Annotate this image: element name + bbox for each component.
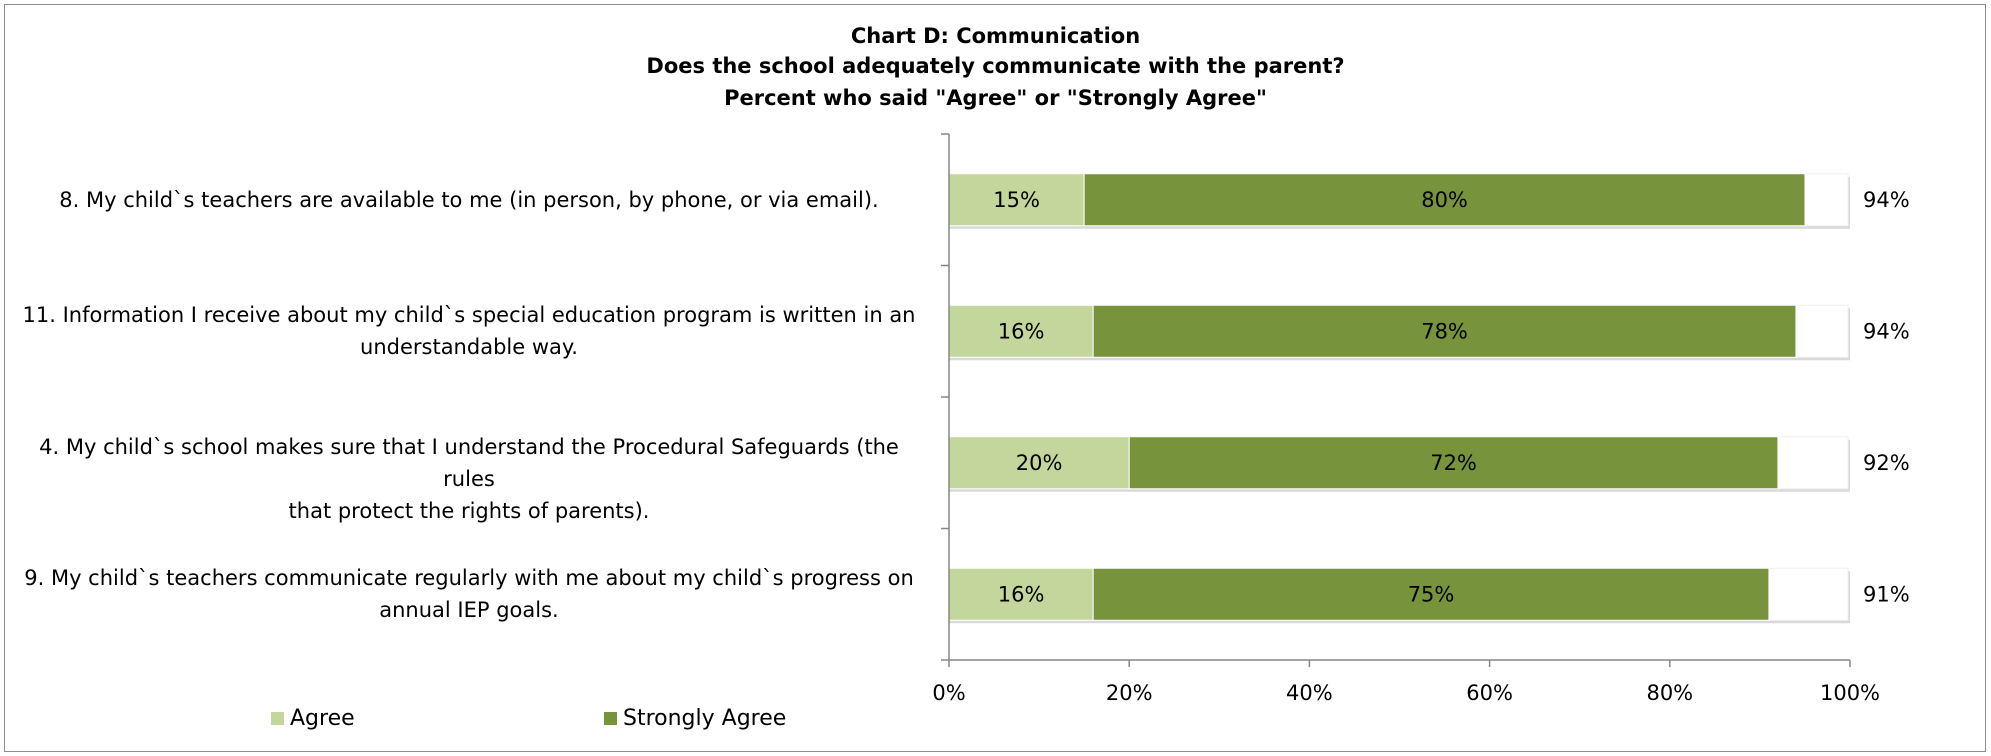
data-label: 80% bbox=[1421, 188, 1468, 212]
category-label-line: that protect the rights of parents). bbox=[288, 498, 650, 523]
legend-label: Strongly Agree bbox=[623, 706, 787, 731]
category-label-line: understandable way. bbox=[360, 335, 578, 360]
total-label: 91% bbox=[1863, 582, 1910, 606]
total-label: 94% bbox=[1863, 188, 1910, 212]
chart-title-line-3: Percent who said "Agree" or "Strongly Ag… bbox=[724, 86, 1267, 110]
total-label: 92% bbox=[1863, 451, 1910, 475]
category-label-line: annual IEP goals. bbox=[379, 598, 559, 623]
category-label-line: 11. Information I receive about my child… bbox=[22, 303, 916, 328]
bar-strongly-agree bbox=[1128, 436, 1779, 490]
legend-item: Strongly Agree bbox=[604, 706, 786, 731]
bar-agree bbox=[948, 436, 1130, 490]
category-label: 8. My child`s teachers are available to … bbox=[19, 184, 919, 216]
bar-strongly-agree bbox=[1092, 304, 1797, 358]
x-tick-label: 40% bbox=[1286, 681, 1333, 705]
category-label: 9. My child`s teachers communicate regul… bbox=[19, 562, 919, 626]
bar-agree bbox=[948, 173, 1085, 227]
chart-frame bbox=[4, 4, 1986, 752]
total-label: 94% bbox=[1863, 319, 1910, 343]
data-label: 15% bbox=[993, 188, 1040, 212]
category-label-line: 9. My child`s teachers communicate regul… bbox=[24, 566, 914, 591]
legend-swatch bbox=[271, 712, 284, 725]
x-tick-label: 100% bbox=[1820, 681, 1880, 705]
x-tick-label: 20% bbox=[1106, 681, 1153, 705]
x-tick-label: 0% bbox=[932, 681, 965, 705]
category-label-line: 4. My child`s school makes sure that I u… bbox=[39, 434, 899, 491]
category-label-line: 8. My child`s teachers are available to … bbox=[59, 187, 879, 212]
legend-item: Agree bbox=[271, 706, 355, 731]
category-label: 4. My child`s school makes sure that I u… bbox=[19, 431, 919, 527]
data-label: 72% bbox=[1430, 451, 1477, 475]
category-label: 11. Information I receive about my child… bbox=[19, 299, 919, 363]
x-tick-label: 80% bbox=[1646, 681, 1693, 705]
legend-swatch bbox=[604, 712, 617, 725]
bar-agree bbox=[948, 567, 1094, 621]
chart-title-line-1: Chart D: Communication bbox=[850, 24, 1141, 48]
data-label: 78% bbox=[1421, 319, 1468, 343]
data-label: 20% bbox=[1016, 451, 1063, 475]
legend-label: Agree bbox=[290, 706, 355, 731]
bar-strongly-agree bbox=[1083, 173, 1806, 227]
data-label: 75% bbox=[1408, 582, 1455, 606]
bar-strongly-agree bbox=[1092, 567, 1770, 621]
data-label: 16% bbox=[998, 319, 1045, 343]
data-label: 16% bbox=[998, 582, 1045, 606]
x-tick-label: 60% bbox=[1466, 681, 1513, 705]
chart-title-line-2: Does the school adequately communicate w… bbox=[646, 54, 1345, 78]
